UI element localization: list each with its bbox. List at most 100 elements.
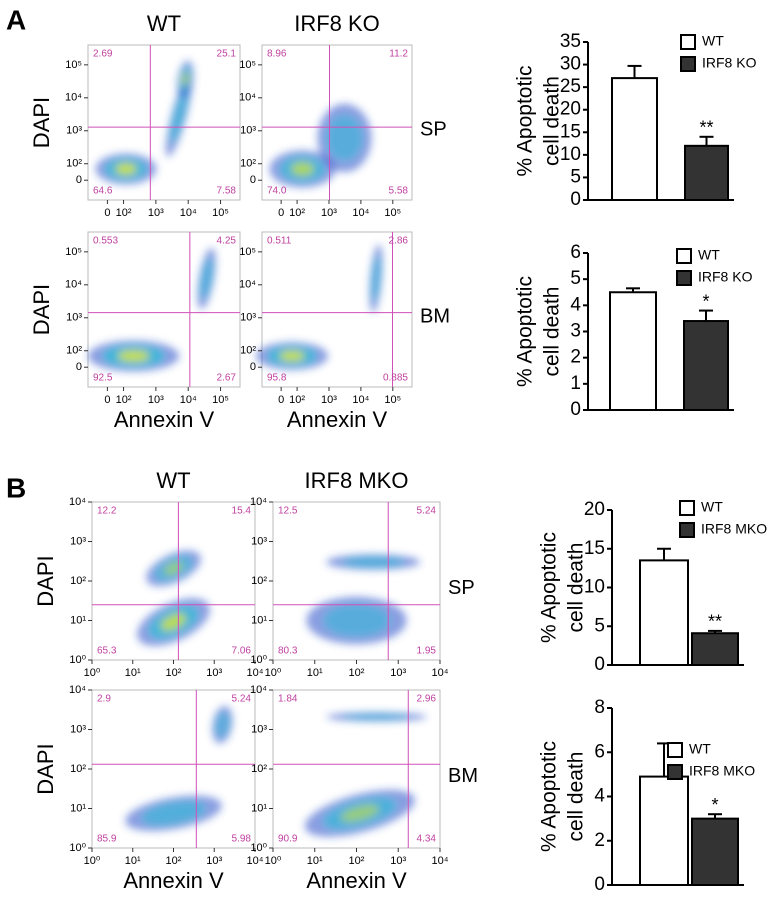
y-tick-label: 10⁴: [250, 684, 267, 696]
quadrant-percent: 12.2: [97, 506, 117, 517]
density-cloud: [304, 712, 427, 837]
bar: [691, 632, 739, 666]
y-axis-label: cell death: [541, 287, 564, 377]
panel-label: A: [6, 4, 26, 35]
y-tick-label: 5: [570, 166, 581, 187]
bar: [639, 559, 689, 666]
y-tick-label: 5: [594, 615, 605, 636]
y-tick-label: 10²: [251, 763, 267, 775]
quadrant-percent: 64.6: [93, 186, 113, 197]
cloud-core: [160, 613, 187, 631]
y-tick-label: 10³: [251, 535, 267, 547]
y-tick-label: 25: [560, 76, 581, 97]
y-axis-label: % Apoptotic: [514, 66, 537, 177]
quadrant-percent: 5.98: [232, 834, 252, 845]
row-label: BM: [448, 765, 478, 787]
y-tick-label: 10⁴: [65, 279, 82, 291]
y-tick-label: 4: [570, 294, 581, 315]
y-tick-label: 10⁵: [65, 246, 82, 258]
y-tick-label: 10⁰: [250, 842, 267, 854]
x-tick-label: 10¹: [125, 667, 141, 679]
x-tick-label: 10³: [390, 855, 406, 867]
significance: **: [699, 118, 713, 138]
quadrant-percent: 8.96: [267, 49, 287, 60]
quadrant-percent: 0.511: [267, 236, 292, 247]
y-tick-label: 35: [560, 31, 581, 52]
y-tick-label: 20: [584, 499, 605, 520]
bar: [683, 320, 729, 411]
column-title: WT: [156, 468, 190, 493]
y-tick-label: 30: [560, 54, 581, 75]
cloud-mid: [215, 712, 230, 737]
y-tick-label: 10: [584, 577, 605, 598]
significance: *: [702, 291, 709, 311]
x-tick-label: 10³: [148, 394, 164, 406]
y-tick-label: 10⁴: [250, 496, 267, 508]
x-tick-label: 0: [104, 207, 110, 219]
bar: [609, 291, 657, 411]
y-tick-label: 0: [570, 399, 581, 420]
legend-swatch: [680, 34, 696, 50]
legend-label: WT: [701, 499, 723, 515]
row-label: SP: [448, 577, 475, 599]
x-tick-label: 10²: [166, 667, 182, 679]
quadrant-percent: 5.24: [417, 506, 437, 517]
density-cloud: [95, 60, 194, 185]
significance: *: [711, 795, 718, 815]
quadrant-percent: 0.553: [93, 236, 118, 247]
cloud-mid: [326, 115, 363, 161]
cloud-mid: [142, 801, 205, 825]
y-tick-label: 10²: [251, 575, 267, 587]
bar: [639, 775, 689, 887]
y-tick-label: 6: [570, 242, 581, 263]
legend-swatch: [676, 270, 692, 286]
x-tick-label: 10²: [349, 667, 365, 679]
cloud-mid: [200, 258, 213, 299]
x-tick-label: 0: [278, 394, 284, 406]
density-cloud: [125, 706, 233, 831]
y-tick-label: 4: [594, 786, 605, 807]
y-tick-label: 10⁵: [239, 246, 256, 258]
y-axis-label: DAPI: [29, 284, 54, 335]
density-cloud: [256, 244, 383, 370]
y-tick-label: 10³: [70, 535, 86, 547]
y-axis-label: DAPI: [33, 743, 58, 794]
quadrant-percent: 2.67: [217, 373, 237, 384]
cloud-core: [117, 350, 150, 362]
cloud-mid: [371, 256, 381, 301]
quadrant-percent: 1.84: [278, 694, 298, 705]
y-axis-label: % Apoptotic: [538, 741, 561, 852]
y-tick-label: 10³: [251, 723, 267, 735]
quadrant-percent: 0.885: [383, 373, 408, 384]
y-tick-label: 10⁴: [239, 92, 256, 104]
bar: [611, 77, 658, 201]
density-cloud: [137, 550, 210, 646]
y-tick-label: 20: [560, 99, 581, 120]
legend-label: WT: [689, 741, 711, 757]
quadrant-percent: 74.0: [267, 186, 287, 197]
cloud-core: [182, 72, 189, 86]
quadrant-percent: 12.5: [278, 506, 298, 517]
y-tick-label: 15: [560, 121, 581, 142]
x-tick-label: 10⁴: [352, 207, 369, 219]
cloud-mid: [343, 713, 410, 720]
quadrant-percent: 5.58: [389, 186, 409, 197]
column-title: IRF8 MKO: [305, 468, 409, 493]
x-tick-label: 10³: [206, 855, 222, 867]
y-tick-label: 10⁰: [69, 654, 86, 666]
y-tick-label: 10⁴: [65, 92, 82, 104]
legend-label: IRF8 KO: [698, 269, 753, 285]
y-tick-label: 2: [594, 830, 605, 851]
x-tick-label: 10²: [349, 855, 365, 867]
y-axis-label: cell death: [541, 76, 564, 166]
significance: **: [708, 612, 722, 632]
quadrant-percent: 2.86: [389, 236, 409, 247]
x-tick-label: 10³: [148, 207, 164, 219]
x-tick-label: 10⁵: [212, 394, 229, 406]
quadrant-percent: 11.2: [389, 49, 408, 60]
legend-swatch: [667, 764, 683, 780]
y-tick-label: 10²: [70, 575, 86, 587]
